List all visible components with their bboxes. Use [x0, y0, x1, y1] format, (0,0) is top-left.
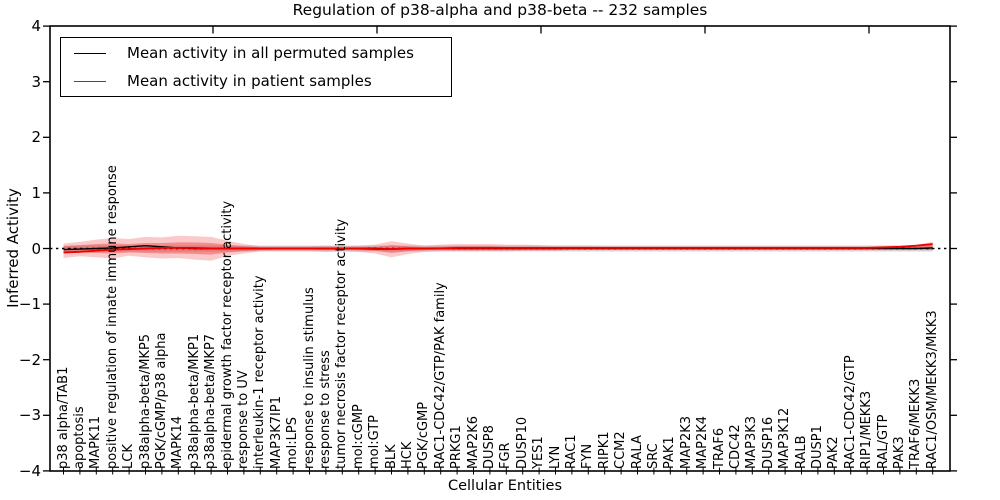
x-tick-label: MAP2K4	[695, 415, 711, 469]
x-tick-label: RALA	[629, 435, 645, 469]
y-tick-label: −3	[18, 406, 41, 425]
x-tick-label: PAK1	[662, 436, 678, 469]
x-tick-label: PRKG1	[449, 425, 465, 469]
x-tick-label: response to insulin stimulus	[301, 287, 317, 469]
x-tick-label: BLK	[383, 444, 399, 469]
x-tick-label: apoptosis	[71, 406, 87, 469]
x-tick-label: MAP3K3	[744, 415, 760, 469]
x-tick-label: MAPK11	[88, 415, 104, 469]
legend-item: Mean activity in patient samples	[61, 68, 451, 94]
y-tick-label: 3	[31, 72, 41, 91]
x-tick-label: MAPK14	[170, 415, 186, 469]
y-tick-label: 4	[31, 17, 41, 36]
x-tick-label: tumor necrosis factor receptor activity	[334, 218, 350, 469]
x-tick-label: PAK3	[891, 436, 907, 469]
x-tick-label: PGK/cGMP/p38 alpha	[153, 332, 169, 469]
x-tick-label: RIPK1	[596, 431, 612, 469]
x-tick-label: RALB	[793, 435, 809, 469]
x-tick-label: DUSP1	[809, 425, 825, 469]
x-tick-label: RAC1-CDC42/GTP	[842, 355, 858, 469]
chart-title: Regulation of p38-alpha and p38-beta -- …	[292, 1, 708, 19]
x-tick-label: p38alpha-beta/MKP7	[203, 333, 219, 469]
x-tick-label: TRAF6/MEKK3	[908, 378, 924, 469]
x-tick-label: DUSP10	[514, 416, 530, 469]
x-tick-label: HCK	[399, 441, 415, 469]
x-tick-label: SRC	[645, 443, 661, 469]
patient-mean-line	[63, 243, 933, 254]
x-tick-label: response to UV	[235, 370, 251, 469]
x-tick-label: CCM2	[613, 431, 629, 469]
x-tick-label: interleukin-1 receptor activity	[252, 275, 268, 469]
x-tick-label: mol:LPS	[285, 417, 301, 469]
x-tick-label: DUSP8	[481, 425, 497, 469]
x-tick-label: FYN	[580, 443, 596, 469]
x-tick-label: DUSP16	[760, 416, 776, 469]
x-tick-label: positive regulation of innate immune res…	[104, 165, 120, 469]
x-tick-label: PGK/cGMP	[416, 401, 432, 469]
x-tick-label: FGR	[498, 442, 514, 469]
x-tick-label: PAK2	[826, 436, 842, 469]
x-tick-label: TRAF6	[711, 427, 727, 469]
x-tick-label: LYN	[547, 445, 563, 469]
y-tick-label: −1	[18, 295, 41, 314]
x-tick-label: MAP2K6	[465, 415, 481, 469]
x-tick-label: mol:cGMP	[350, 404, 366, 469]
x-tick-label: p38alpha-beta/MKP5	[137, 333, 153, 469]
x-tick-label: mol:GTP	[367, 415, 383, 469]
x-tick-label: p38 alpha/TAB1	[55, 366, 71, 469]
x-tick-label: RAC1/OSM/MEKK3/MKK3	[924, 310, 940, 469]
x-tick-label: RAC1	[563, 434, 579, 469]
y-tick-label: 0	[31, 239, 41, 258]
x-tick-label: YES1	[531, 436, 547, 469]
x-tick-label: CDC42	[727, 424, 743, 469]
legend-item: Mean activity in all permuted samples	[61, 40, 451, 66]
y-tick-label: −4	[18, 461, 41, 480]
x-tick-label: RAC1-CDC42/GTP/PAK family	[432, 282, 448, 469]
legend-line-sample	[74, 52, 106, 54]
y-tick-label: 2	[31, 128, 41, 147]
legend: Mean activity in all permuted samples Mea…	[60, 37, 452, 97]
legend-line-sample	[74, 80, 106, 82]
x-tick-label: LCK	[121, 444, 137, 469]
y-tick-label: −2	[18, 350, 41, 369]
y-tick-label: 1	[31, 183, 41, 202]
x-axis-label: Cellular Entities	[447, 478, 563, 494]
x-tick-label: MAP3K12	[777, 407, 793, 469]
x-tick-label: epidermal growth factor receptor activit…	[219, 200, 235, 469]
x-tick-label: MAP3K7IP1	[268, 396, 284, 469]
x-tick-label: RAL/GTP	[875, 414, 891, 469]
x-tick-label: p38alpha-beta/MKP1	[186, 333, 202, 469]
x-tick-label: RIP1/MEKK3	[859, 390, 875, 469]
legend-item-label: Mean activity in patient samples	[127, 72, 372, 90]
x-tick-label: MAP2K3	[678, 415, 694, 469]
legend-item-label: Mean activity in all permuted samples	[127, 44, 414, 62]
x-tick-label: response to stress	[317, 350, 333, 469]
